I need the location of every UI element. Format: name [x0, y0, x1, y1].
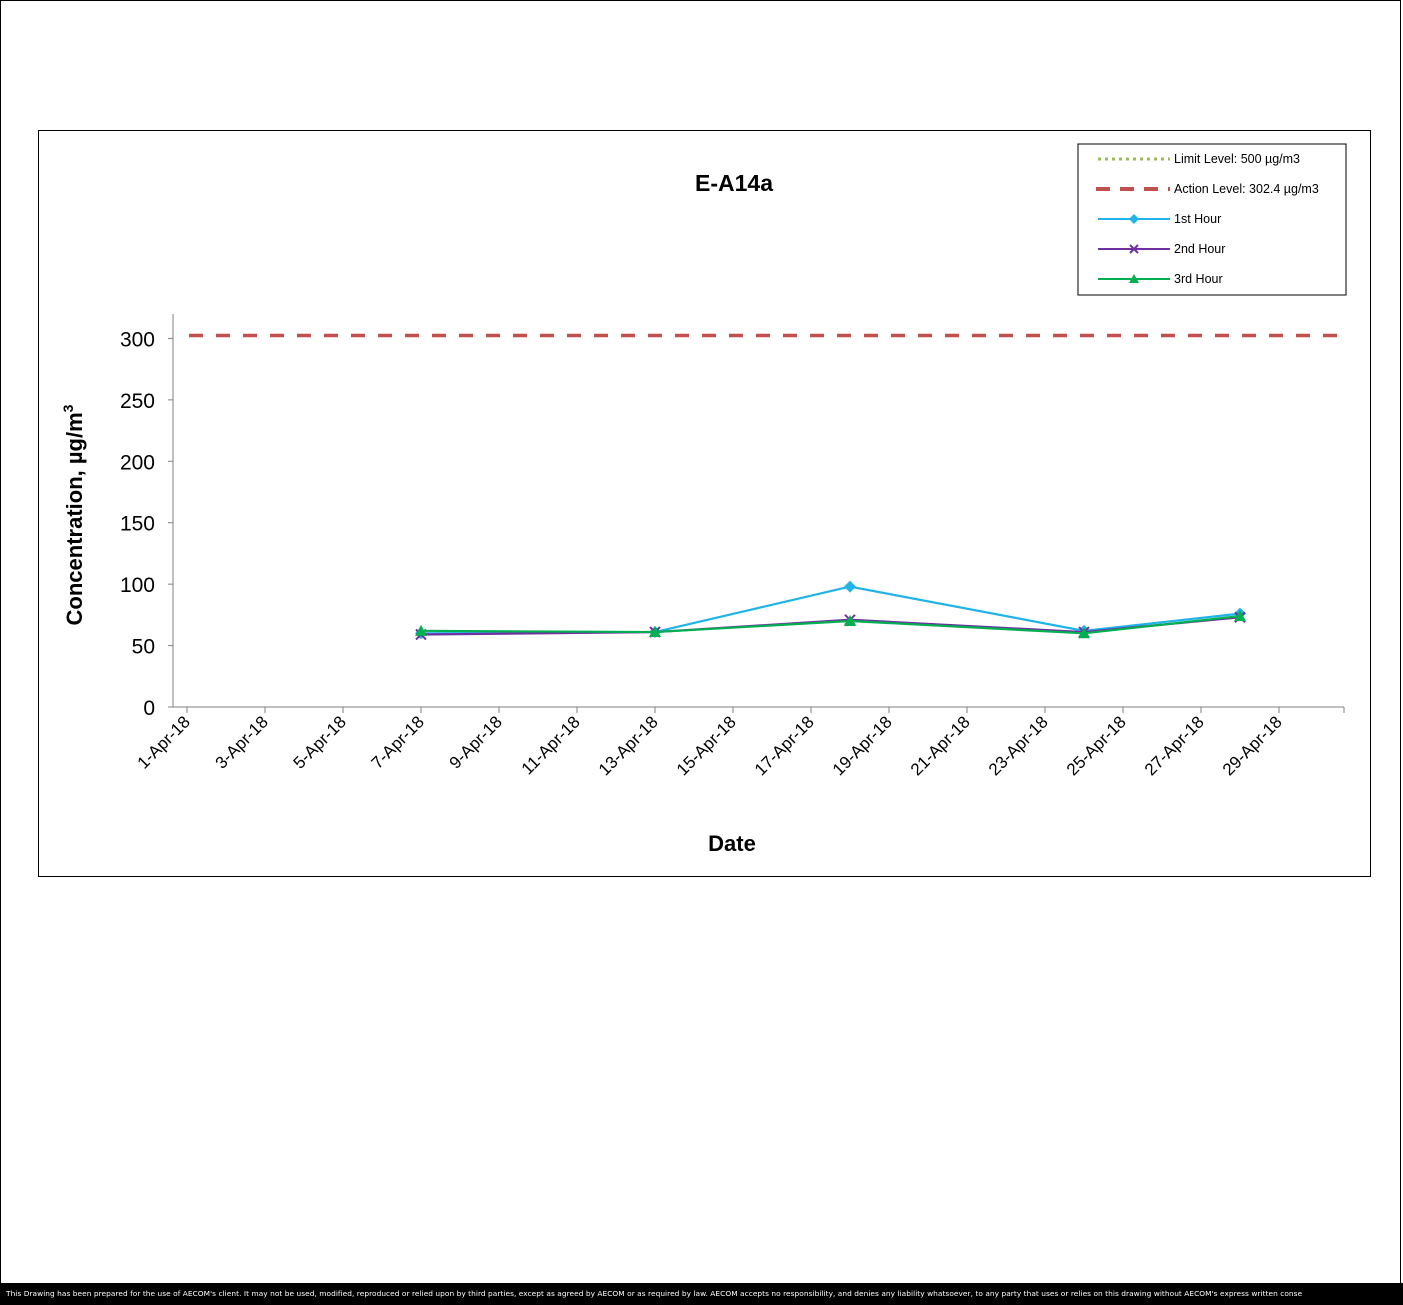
data-point [1129, 214, 1139, 224]
legend-item: Limit Level: 500 µg/m3 [1098, 152, 1300, 166]
line-chart: E-A14a 0 50 100 150 200 250 300 1-Apr-18 3-Apr-… [60, 143, 1347, 856]
x-tick-label: 3-Apr-18 [212, 712, 272, 772]
y-axis-title: Concentration, µg/m3 [60, 404, 87, 625]
x-tick-label: 1-Apr-18 [134, 712, 194, 772]
x-tick-label: 27-Apr-18 [1141, 712, 1208, 779]
x-tick-label: 9-Apr-18 [446, 712, 506, 772]
x-tick-label: 15-Apr-18 [673, 712, 740, 779]
x-tick-label: 21-Apr-18 [907, 712, 974, 779]
legend: Limit Level: 500 µg/m3 Action Level: 302.… [1077, 143, 1347, 296]
legend-label: 3rd Hour [1174, 272, 1223, 286]
legend-item: 2nd Hour [1098, 242, 1225, 256]
y-tick-label: 0 [143, 697, 155, 720]
y-tick-label: 100 [120, 574, 155, 597]
legend-item: 3rd Hour [1098, 272, 1223, 286]
y-ticks: 0 50 100 150 200 250 300 [120, 328, 173, 720]
y-tick-label: 150 [120, 513, 155, 536]
data-point [1078, 627, 1090, 639]
x-tick-label: 25-Apr-18 [1063, 712, 1130, 779]
axes [172, 314, 1344, 708]
data-point [844, 580, 856, 593]
x-axis-title: Date [708, 831, 756, 856]
chart-title: E-A14a [695, 170, 773, 196]
data-point [1234, 610, 1246, 622]
x-tick-label: 29-Apr-18 [1219, 712, 1286, 779]
series [415, 610, 1246, 639]
x-tick-label: 11-Apr-18 [518, 712, 584, 778]
data-point [1129, 274, 1139, 283]
y-axis-title-superscript: 3 [60, 404, 76, 412]
x-tick-label: 13-Apr-18 [595, 712, 662, 779]
legend-label: 1st Hour [1174, 212, 1221, 226]
legend-item: Action Level: 302.4 µg/m3 [1096, 182, 1319, 196]
series-line [420, 614, 1241, 635]
data-point [844, 615, 856, 627]
x-tick-label: 19-Apr-18 [829, 712, 896, 779]
y-tick-label: 250 [120, 390, 155, 413]
x-ticks: 1-Apr-18 3-Apr-18 5-Apr-18 7-Apr-18 9-Apr-18… [134, 707, 1345, 779]
y-tick-label: 50 [132, 636, 155, 659]
chart-area: E-A14a 0 50 100 150 200 250 300 1-Apr-18 3-Apr-… [38, 130, 1371, 877]
legend-label: 2nd Hour [1174, 242, 1225, 256]
series-group [415, 580, 1246, 641]
x-tick-label: 23-Apr-18 [985, 712, 1052, 779]
legend-item: 1st Hour [1098, 212, 1221, 226]
legend-items: Limit Level: 500 µg/m3 Action Level: 302.… [1096, 152, 1319, 286]
footer-disclaimer: This Drawing has been prepared for the u… [0, 1283, 1403, 1305]
data-point [649, 626, 661, 638]
data-point [1129, 244, 1139, 254]
legend-label: Limit Level: 500 µg/m3 [1174, 152, 1300, 166]
x-tick-label: 5-Apr-18 [290, 712, 350, 772]
data-point [415, 624, 427, 636]
y-tick-label: 200 [120, 451, 155, 474]
x-tick-label: 17-Apr-18 [751, 712, 818, 779]
legend-label: Action Level: 302.4 µg/m3 [1174, 182, 1319, 196]
y-axis-title-main: Concentration, µg/m [62, 412, 87, 625]
x-tick-label: 7-Apr-18 [368, 712, 428, 772]
y-tick-label: 300 [120, 328, 155, 351]
series-line [420, 585, 1241, 635]
